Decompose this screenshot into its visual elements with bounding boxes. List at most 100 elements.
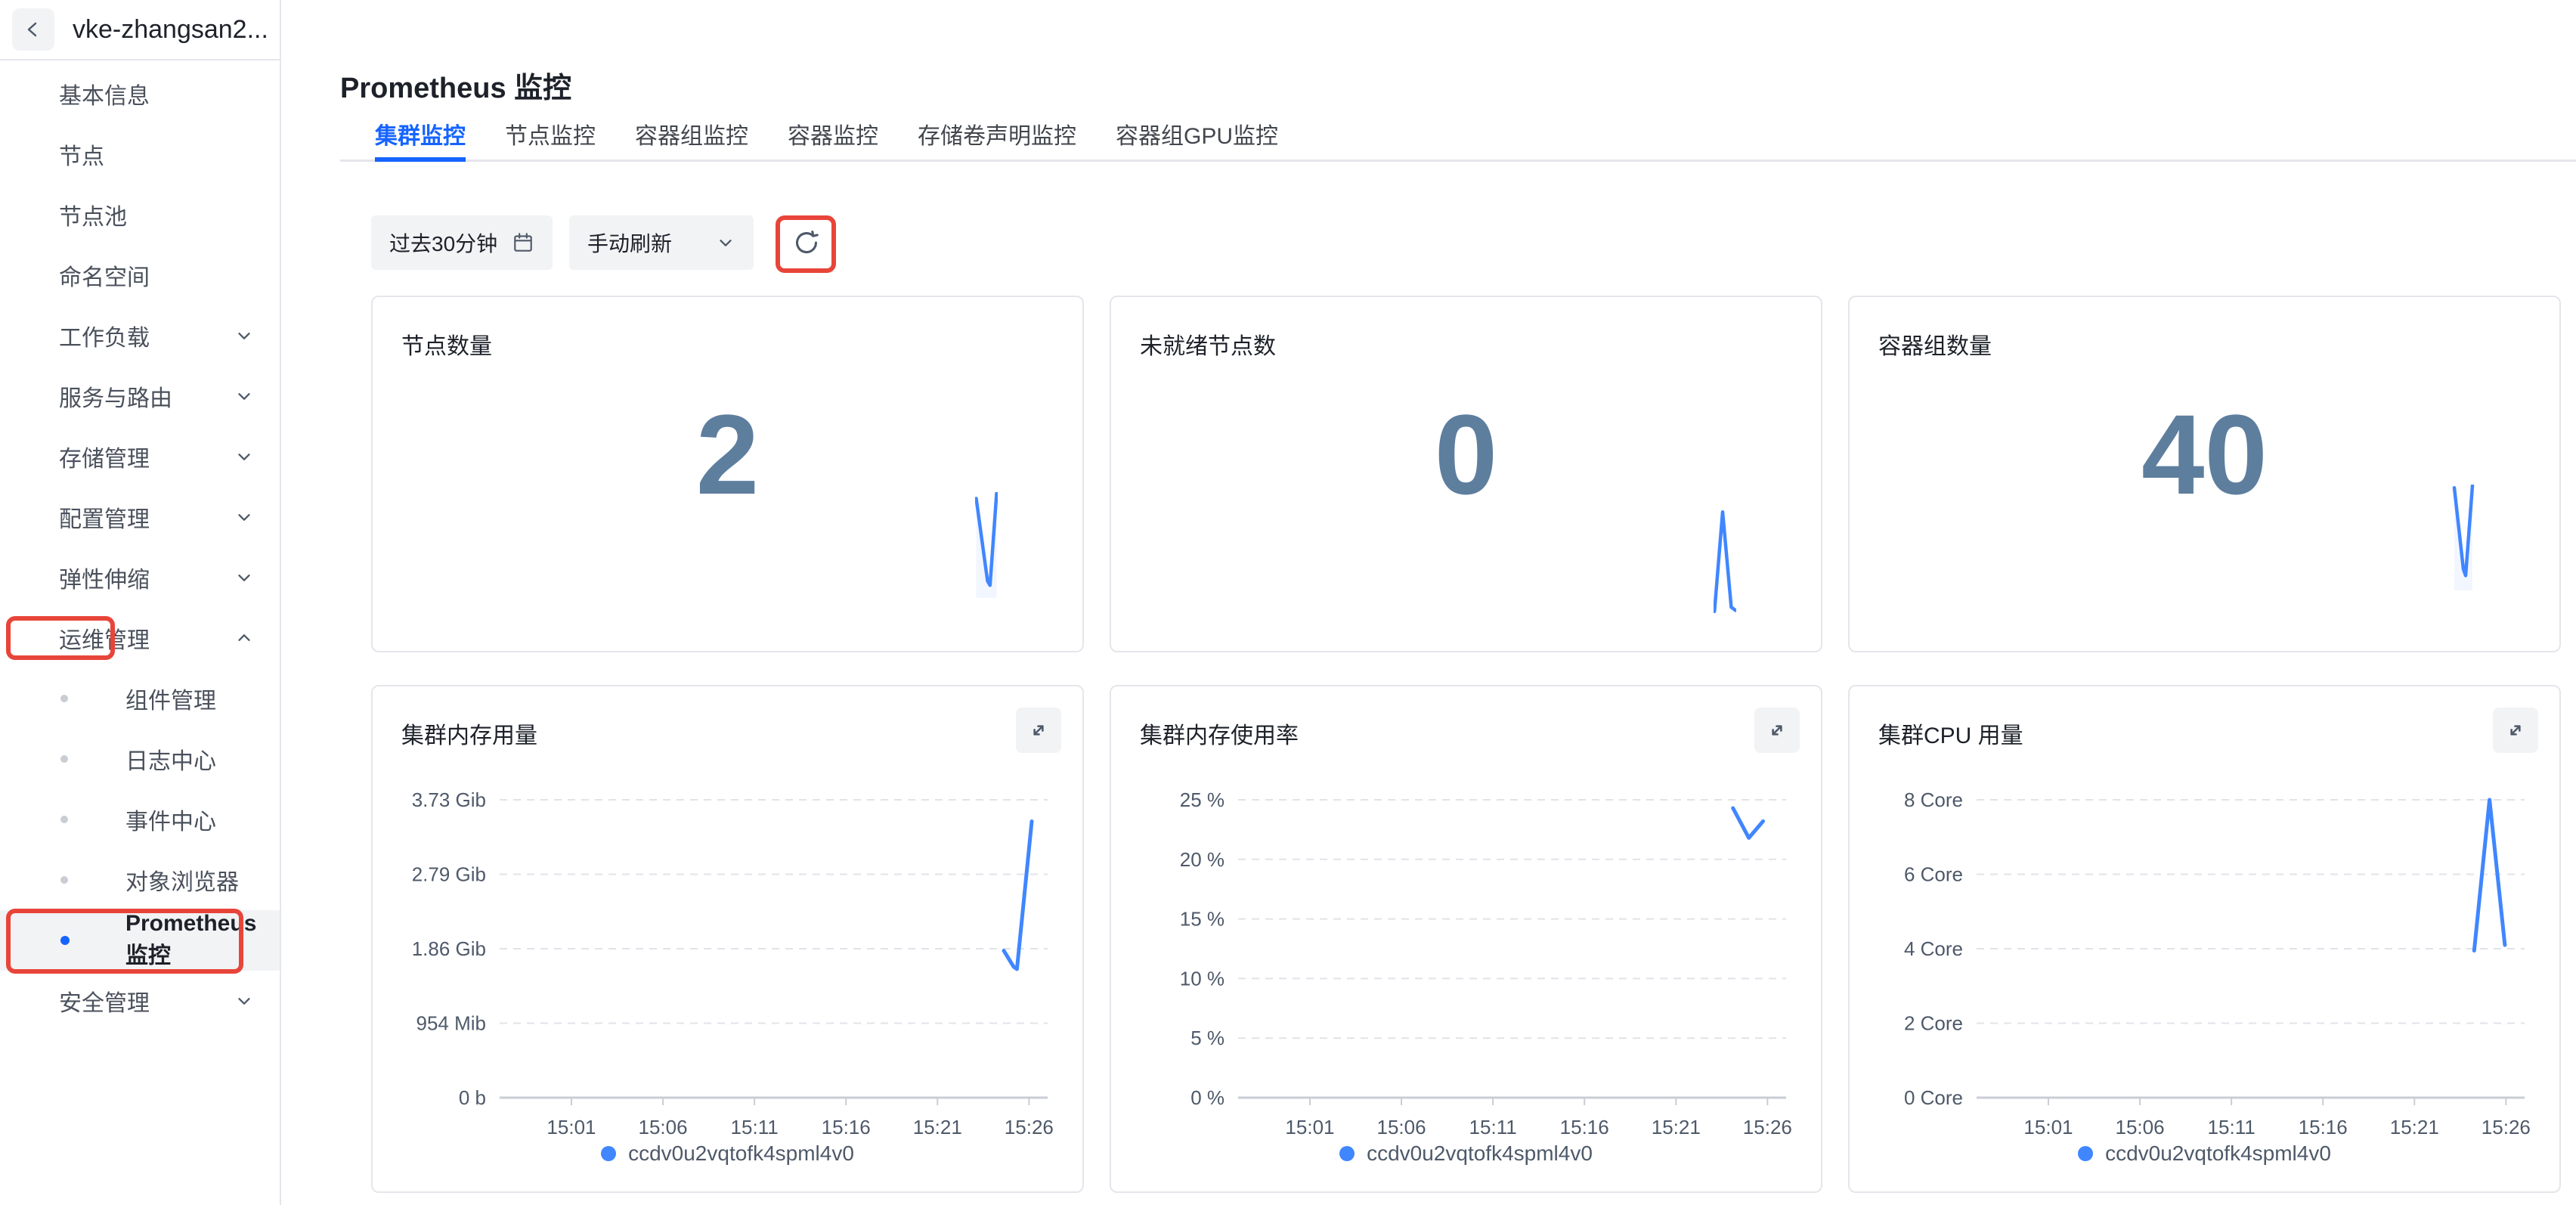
x-tick-label: 15:11 [731, 1116, 779, 1138]
chevron-down-icon [234, 326, 254, 345]
chart-toolbar: 过去30分钟 手动刷新 [371, 215, 834, 270]
tab-node-monitoring[interactable]: 节点监控 [505, 124, 596, 149]
sidebar-item-node-pools[interactable]: 节点池 [59, 205, 127, 230]
sidebar-item-prometheus-monitoring[interactable]: Prometheus 监控 [0, 910, 280, 971]
monitor-tabbar: 集群监控 节点监控 容器组监控 容器监控 存储卷声明监控 容器组GPU监控 [340, 110, 2576, 162]
y-tick-label: 0 % [1190, 1086, 1225, 1109]
refresh-mode-select[interactable]: 手动刷新 [569, 215, 754, 270]
sparkline-path [1714, 510, 1736, 614]
x-tick-label: 15:21 [1652, 1116, 1701, 1138]
sidebar-item-security[interactable]: 安全管理 [0, 971, 280, 1031]
stat-card-row: 节点数量 2 未就绪节点数 0 容器组数量 40 [371, 296, 2561, 652]
calendar-icon [512, 231, 534, 254]
sidebar-item-log-center[interactable]: 日志中心 [0, 729, 280, 789]
stat-card-not-ready-nodes: 未就绪节点数 0 [1110, 296, 1822, 652]
sidebar-item-autoscaling[interactable]: 弹性伸缩 [0, 547, 280, 608]
cpu-usage-chart: 8 Core 6 Core 4 Core 2 Core 0 Core 15:01 15:06… [1904, 788, 2531, 1138]
cluster-sidebar: vke-zhangsan2... 基本信息 节点 节点池 命名空间 工作负载 服… [0, 0, 281, 1205]
refresh-icon [792, 228, 821, 257]
legend-label: ccdv0u2vqtofk4spml4v0 [2105, 1141, 2331, 1165]
sidebar-item-event-center[interactable]: 事件中心 [0, 789, 280, 850]
y-tick-label: 0 Core [1904, 1086, 1963, 1109]
legend-label: ccdv0u2vqtofk4spml4v0 [628, 1141, 854, 1165]
tab-pvc-monitoring[interactable]: 存储卷声明监控 [918, 124, 1076, 149]
sidebar-menu: 基本信息 节点 节点池 命名空间 工作负载 服务与路由 存储管理 配置管理 弹性… [0, 64, 280, 1031]
memory-utilization-chart: 25 % 20 % 15 % 10 % 5 % 0 % 15:01 15:06 15:11 15:… [1180, 788, 1792, 1138]
x-tick-label: 15:06 [639, 1116, 688, 1138]
sidebar-item-addon-management[interactable]: 组件管理 [0, 668, 280, 729]
stat-card-node-count: 节点数量 2 [371, 296, 1084, 652]
tab-cluster-monitoring[interactable]: 集群监控 [375, 110, 466, 162]
expand-button[interactable] [1754, 708, 1800, 753]
chevron-down-icon [234, 507, 254, 527]
cluster-name: vke-zhangsan2... [73, 14, 268, 44]
chevron-down-icon [234, 991, 254, 1011]
y-tick-label: 4 Core [1904, 937, 1963, 960]
sparkline-path [975, 492, 998, 587]
x-tick-label: 15:16 [1560, 1116, 1609, 1138]
series-line [2472, 798, 2507, 953]
chart-legend[interactable]: ccdv0u2vqtofk4spml4v0 [1850, 1141, 2559, 1166]
y-tick-label: 2 Core [1904, 1012, 1963, 1035]
x-tick-label: 15:26 [1743, 1116, 1792, 1138]
memory-usage-chart: 3.73 Gib 2.79 Gib 1.86 Gib 954 Mib 0 b 15:01 1… [412, 788, 1054, 1138]
chart-card-cpu-usage: 集群CPU 用量 8 Core 6 Core 4 Core 2 Core 0 Core 1… [1848, 685, 2561, 1193]
chevron-up-icon [234, 628, 254, 648]
chart-legend[interactable]: ccdv0u2vqtofk4spml4v0 [1111, 1141, 1821, 1166]
chart-card-memory-utilization: 集群内存使用率 25 % 20 % 15 % 10 % 5 % 0 % 15:01 15:06… [1110, 685, 1822, 1193]
y-tick-label: 0 b [459, 1086, 486, 1109]
sidebar-item-config[interactable]: 配置管理 [0, 487, 280, 547]
stat-card-pod-count: 容器组数量 40 [1848, 296, 2561, 652]
not-ready-sparkline [1714, 510, 1736, 614]
chart-title: 集群CPU 用量 [1878, 723, 2023, 748]
sidebar-item-services-routes[interactable]: 服务与路由 [0, 366, 280, 426]
x-tick-label: 15:16 [822, 1116, 871, 1138]
x-tick-label: 15:06 [2116, 1116, 2165, 1138]
sidebar-item-nodes[interactable]: 节点 [59, 144, 104, 169]
chart-legend[interactable]: ccdv0u2vqtofk4spml4v0 [373, 1141, 1082, 1166]
bullet-icon [60, 816, 68, 823]
bullet-icon [60, 755, 68, 763]
tab-container-monitoring[interactable]: 容器监控 [788, 124, 878, 149]
x-tick-label: 15:26 [2482, 1116, 2531, 1138]
x-tick-label: 15:11 [1469, 1116, 1517, 1138]
x-tick-label: 15:21 [913, 1116, 962, 1138]
tab-pod-gpu-monitoring[interactable]: 容器组GPU监控 [1116, 124, 1279, 149]
expand-button[interactable] [1016, 708, 1061, 753]
stat-card-title: 未就绪节点数 [1140, 334, 1276, 359]
tab-pod-monitoring[interactable]: 容器组监控 [635, 124, 748, 149]
sidebar-item-object-browser[interactable]: 对象浏览器 [0, 850, 280, 910]
not-ready-node-count-value: 0 [1434, 391, 1498, 518]
time-range-picker[interactable]: 过去30分钟 [371, 215, 553, 270]
chevron-left-icon [23, 19, 44, 40]
x-tick-label: 15:06 [1377, 1116, 1426, 1138]
expand-button[interactable] [2493, 708, 2538, 753]
x-tick-label: 15:11 [2208, 1116, 2256, 1138]
chevron-down-icon [234, 447, 254, 466]
chevron-down-icon [716, 233, 735, 252]
sidebar-item-namespaces[interactable]: 命名空间 [59, 265, 150, 290]
sidebar-item-workloads[interactable]: 工作负载 [0, 305, 280, 366]
legend-dot-icon [2078, 1146, 2094, 1161]
x-tick-label: 15:26 [1005, 1116, 1054, 1138]
y-tick-label: 10 % [1180, 967, 1225, 990]
node-count-sparkline [975, 492, 998, 598]
back-button[interactable] [12, 8, 54, 51]
refresh-mode-label: 手动刷新 [587, 232, 673, 256]
y-tick-label: 1.86 Gib [412, 937, 486, 960]
node-count-value: 2 [695, 391, 760, 518]
stat-card-title: 容器组数量 [1878, 334, 1992, 359]
y-tick-label: 20 % [1180, 848, 1225, 871]
sidebar-item-basic-info[interactable]: 基本信息 [59, 84, 150, 109]
y-tick-label: 5 % [1190, 1027, 1225, 1049]
chart-card-memory-usage: 集群内存用量 3.73 Gib 2.79 Gib 1.86 Gib 954 Mib 0 … [371, 685, 1084, 1193]
legend-label: ccdv0u2vqtofk4spml4v0 [1367, 1141, 1593, 1165]
sidebar-item-ops-management[interactable]: 运维管理 [0, 608, 280, 668]
refresh-button[interactable] [779, 215, 834, 270]
expand-icon [2504, 719, 2527, 742]
sidebar-item-storage[interactable]: 存储管理 [0, 426, 280, 487]
expand-icon [1027, 719, 1050, 742]
pod-count-value: 40 [2141, 391, 2268, 518]
y-tick-label: 8 Core [1904, 788, 1963, 811]
chart-title: 集群内存用量 [401, 723, 537, 748]
